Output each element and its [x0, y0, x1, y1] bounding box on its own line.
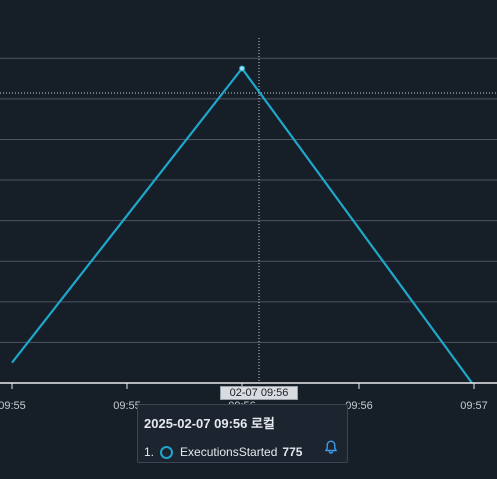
x-tick-label: 09:55 [113, 400, 141, 412]
series-line-executions-started [11, 67, 473, 384]
x-axis-ticks: 09:55 09:55 09:56 09:57 [0, 383, 488, 412]
tooltip-series-name: ExecutionsStarted [180, 445, 278, 459]
gridlines [0, 57, 497, 343]
highlighted-data-point[interactable] [239, 65, 245, 72]
tooltip-series-value: 775 [282, 445, 303, 459]
x-tick-label: 09:56 [345, 400, 373, 412]
tooltip-row-index: 1. [144, 445, 155, 459]
series-marker-icon [160, 445, 174, 459]
tooltip-title: 2025-02-07 09:56 로컬 [144, 416, 275, 431]
x-tick-label: 09:57 [460, 400, 488, 412]
bell-icon[interactable] [323, 439, 339, 455]
tooltip: 2025-02-07 09:56 로컬 1. ExecutionsStarted… [137, 404, 348, 463]
crosshair-time-tag: 02-07 09:56 [220, 386, 298, 400]
tooltip-row: 1. ExecutionsStarted 775 [144, 445, 339, 459]
x-tick-label: 09:55 [0, 400, 26, 412]
